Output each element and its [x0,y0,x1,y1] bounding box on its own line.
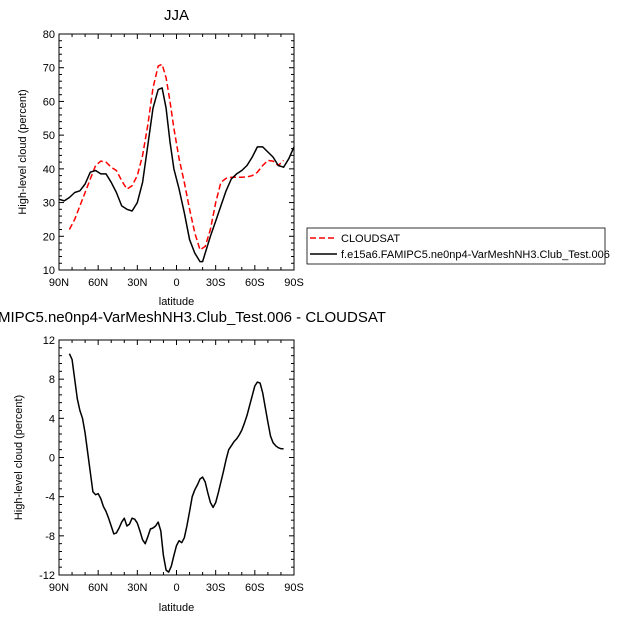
y-axis-label: High-level cloud (percent) [13,395,25,520]
y-tick-label: 12 [43,335,55,347]
plot-frame [58,33,295,271]
x-tick-label: 30S [206,277,226,289]
x-tick-label: 30N [127,582,147,594]
x-tick-label: 0 [173,582,179,594]
x-tick-label: 30N [127,277,147,289]
x-tick-label: 90N [49,582,69,594]
y-tick-label: 30 [43,198,55,210]
chart-title: 6.FAMIPC5.ne0np4-VarMeshNH3.Club_Test.00… [0,309,386,326]
y-axis-label: High-level cloud (percent) [17,89,29,214]
bottom-panel-difference: 6.FAMIPC5.ne0np4-VarMeshNH3.Club_Test.00… [0,309,386,614]
series-line-2 [58,87,295,263]
x-tick-label: 90S [284,582,304,594]
x-tick-label: 30S [206,582,226,594]
y-tick-label: 10 [43,265,55,277]
y-tick-label: 70 [43,63,55,75]
y-tick-label: 0 [49,453,55,465]
legend-label-2: f.e15a6.FAMIPC5.ne0np4-VarMeshNH3.Club_T… [341,249,610,261]
x-tick-label: 60N [88,277,108,289]
x-tick-label: 60S [245,582,265,594]
legend-box [306,227,606,265]
y-tick-label: 50 [43,130,55,142]
y-tick-label: 20 [43,231,55,243]
legend: CLOUDSAT f.e15a6.FAMIPC5.ne0np4-VarMeshNH… [306,227,610,265]
y-tick-label: -12 [39,570,55,582]
y-tick-label: 40 [43,164,55,176]
x-tick-label: 60N [88,582,108,594]
plot-frame [58,339,295,576]
y-tick-label: 8 [49,374,55,386]
y-tick-label: -4 [45,492,55,504]
series-line-1 [68,353,284,573]
x-axis-label: latitude [159,296,194,308]
x-tick-label: 0 [173,277,179,289]
top-panel-jja: JJA 90N 60N 30N 0 30S 60S 90S 10 20 30 40 50 60 70 80 la… [17,7,610,308]
y-tick-label: 60 [43,96,55,108]
legend-label-1: CLOUDSAT [341,233,400,245]
x-tick-label: 60S [245,277,265,289]
chart-title: JJA [164,7,189,24]
y-tick-label: -8 [45,531,55,543]
x-axis-label: latitude [159,602,194,614]
x-tick-label: 90S [284,277,304,289]
y-tick-label: 80 [43,29,55,41]
series-line-1 [68,63,285,251]
x-tick-label: 90N [49,277,69,289]
y-tick-label: 4 [49,413,55,425]
